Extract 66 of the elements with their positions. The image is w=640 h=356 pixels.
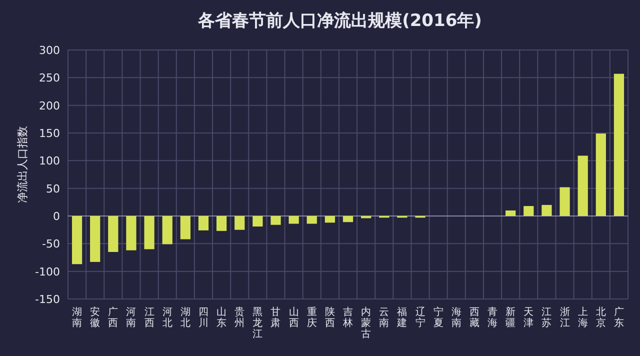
bar xyxy=(234,216,245,230)
bar xyxy=(216,216,227,231)
bar xyxy=(270,216,281,225)
x-tick-label: 新疆 xyxy=(506,306,516,329)
x-tick-label: 四川 xyxy=(198,307,208,329)
x-tick-label: 福建 xyxy=(396,306,408,329)
x-tick-label: 吉林 xyxy=(342,306,353,329)
x-tick-label: 浙江 xyxy=(560,306,570,329)
bar xyxy=(506,210,516,216)
bar xyxy=(252,216,263,227)
x-tick-label: 辽宁 xyxy=(415,306,426,329)
bar xyxy=(108,216,118,252)
y-tick-label: 50 xyxy=(46,182,60,196)
x-tick-label: 广西 xyxy=(108,306,118,329)
bar xyxy=(72,216,82,264)
y-tick-label: 150 xyxy=(39,127,60,140)
x-tick-label: 云南 xyxy=(379,307,390,329)
bar xyxy=(198,216,209,230)
x-tick-label: 西藏 xyxy=(469,307,480,329)
x-tick-label: 河北 xyxy=(162,306,172,329)
y-tick-label: 250 xyxy=(39,72,60,85)
x-tick-label: 湖北 xyxy=(180,306,190,329)
y-tick-label: 300 xyxy=(39,44,60,57)
x-tick-label: 江西 xyxy=(144,306,154,329)
x-tick-label: 河南 xyxy=(126,306,136,329)
bar xyxy=(324,216,335,223)
x-tick-label: 安徽 xyxy=(90,306,100,329)
x-tick-label: 山东 xyxy=(216,306,227,329)
x-tick-label: 海南 xyxy=(451,306,462,329)
y-tick-label: -50 xyxy=(42,238,60,251)
bar xyxy=(596,134,606,216)
bar xyxy=(524,206,534,216)
bar xyxy=(288,216,299,224)
bar xyxy=(342,216,354,222)
bar xyxy=(180,216,190,240)
x-tick-label: 青海 xyxy=(488,306,498,329)
x-tick-label: 甘肃 xyxy=(270,306,281,329)
x-tick-label: 天津 xyxy=(524,307,534,329)
x-tick-label: 黑龙江 xyxy=(252,307,263,340)
x-tick-label: 广东 xyxy=(614,306,624,329)
x-tick-label: 上海 xyxy=(578,306,588,329)
y-tick-label: 0 xyxy=(53,210,60,223)
y-tick-label: -100 xyxy=(35,265,60,278)
x-tick-label: 贵州 xyxy=(234,306,245,329)
bar xyxy=(560,187,570,216)
y-axis-title: 净流出人口指数 xyxy=(16,126,29,203)
x-tick-label: 湖南 xyxy=(72,306,82,329)
bar xyxy=(306,216,317,224)
bar xyxy=(162,216,172,244)
x-tick-label: 山西 xyxy=(288,306,299,329)
x-tick-label: 重庆 xyxy=(306,306,317,329)
bar xyxy=(542,204,552,216)
y-tick-label: 100 xyxy=(39,154,60,168)
y-tick-label: -150 xyxy=(35,293,60,306)
y-tick-label: 200 xyxy=(39,99,60,112)
chart-title: 各省春节前人口净流出规模(2016年) xyxy=(197,11,482,31)
bar xyxy=(90,216,100,262)
bar xyxy=(144,216,154,250)
x-tick-label: 陕西 xyxy=(324,306,335,329)
x-tick-label: 北京 xyxy=(596,306,606,329)
x-tick-label: 内蒙古 xyxy=(361,306,372,340)
bar xyxy=(578,156,588,216)
x-tick-label: 宁夏 xyxy=(433,306,444,329)
x-tick-label: 江苏 xyxy=(542,306,552,329)
bar xyxy=(126,216,136,250)
bar xyxy=(614,74,624,216)
